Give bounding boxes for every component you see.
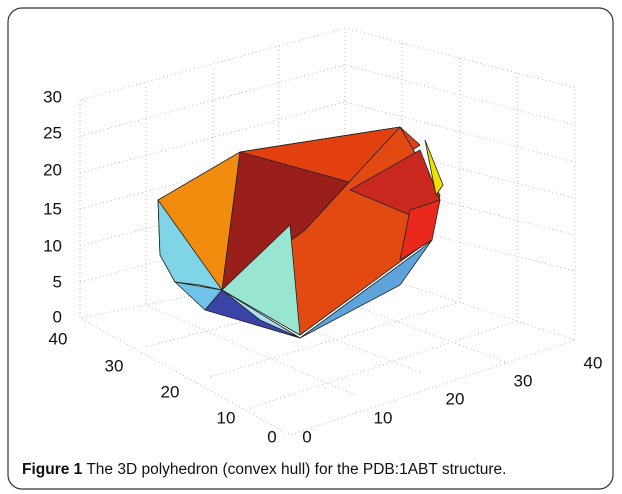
x-tick-label: 0 [302, 427, 311, 446]
page: 0 5 10 15 20 25 30 40 30 20 10 0 0 10 20 30 40 Figure 1 … [0, 0, 622, 494]
y-tick-label: 10 [217, 408, 236, 427]
caption: Figure 1 The 3D polyhedron (convex hull)… [22, 461, 506, 479]
caption-label: Figure 1 [22, 461, 82, 478]
z-tick-label: 20 [43, 160, 62, 179]
z-tick-label: 30 [43, 87, 62, 106]
y-tick-label: 20 [161, 382, 180, 401]
polyhedron [158, 127, 443, 338]
z-tick-label: 15 [43, 199, 62, 218]
z-tick-label: 10 [43, 236, 62, 255]
z-tick-label: 25 [43, 123, 62, 142]
x-tick-label: 20 [446, 389, 465, 408]
caption-text: The 3D polyhedron (convex hull) for the … [86, 461, 506, 478]
figure: 0 5 10 15 20 25 30 40 30 20 10 0 0 10 20 30 40 [0, 0, 622, 494]
y-tick-label: 30 [105, 356, 124, 375]
x-tick-label: 30 [514, 371, 533, 390]
y-tick-label: 40 [49, 329, 68, 348]
x-tick-label: 40 [584, 353, 603, 372]
y-tick-label: 0 [267, 427, 276, 446]
z-tick-label: 0 [53, 307, 62, 326]
z-tick-label: 5 [53, 272, 62, 291]
x-tick-label: 10 [374, 408, 393, 427]
